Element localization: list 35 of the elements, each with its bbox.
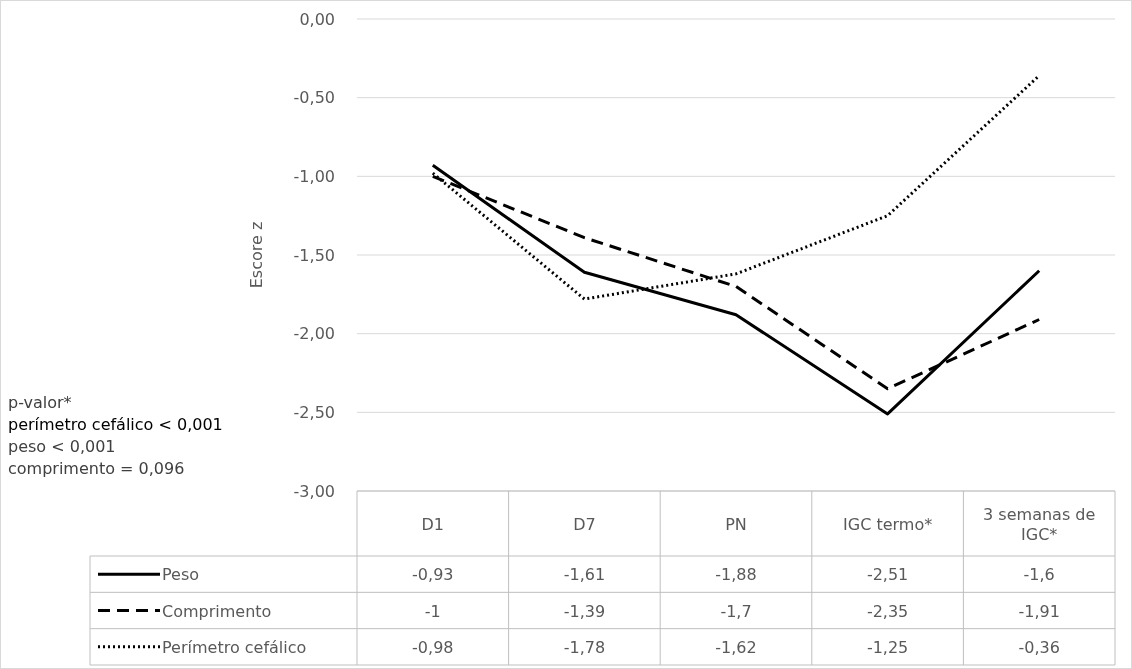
data-label: -2,35 <box>866 601 909 621</box>
y-tick-label: -1,00 <box>293 166 335 186</box>
x-tick-label: D1 <box>421 514 445 534</box>
text: perímetro cefálico < 0,001 <box>8 415 223 434</box>
x-tick-label: PN <box>725 514 747 534</box>
x-tick-label: IGC termo* <box>843 514 933 534</box>
data-label: -2,51 <box>866 565 909 585</box>
data-label: -1,25 <box>866 637 909 657</box>
data-label: -0,36 <box>1018 637 1060 657</box>
y-axis-title: Escore z <box>247 221 266 289</box>
text: p-valor* <box>8 393 72 412</box>
data-label: -1,7 <box>720 601 752 621</box>
y-tick-label: -2,00 <box>293 324 335 344</box>
data-label: -0,93 <box>412 565 454 585</box>
data-label: -1,39 <box>563 601 606 621</box>
x-tick-label: 3 semanas de IGC* <box>983 504 1096 544</box>
y-tick-label: -1,50 <box>293 245 335 265</box>
data-label: -1,78 <box>563 637 606 657</box>
text: comprimento = 0,096 <box>8 459 185 478</box>
data-label: -1,6 <box>1023 565 1055 585</box>
legend-label: Peso <box>162 565 200 585</box>
text: peso < 0,001 <box>8 437 116 456</box>
legend-label: Comprimento <box>162 601 272 621</box>
data-label: -1,91 <box>1018 601 1060 621</box>
y-tick-label: -3,00 <box>293 481 335 501</box>
data-label: -1 <box>424 601 441 621</box>
data-label: -1,88 <box>715 565 757 585</box>
y-tick-label: -2,50 <box>293 402 335 422</box>
legend-label: Perímetro cefálico <box>162 637 307 657</box>
data-label: -1,61 <box>563 565 606 585</box>
y-tick-label: 0,00 <box>299 9 335 29</box>
data-label: -0,98 <box>412 637 454 657</box>
y-tick-label: -0,50 <box>293 88 335 108</box>
x-tick-label: D7 <box>573 514 596 534</box>
data-label: -1,62 <box>715 637 757 657</box>
